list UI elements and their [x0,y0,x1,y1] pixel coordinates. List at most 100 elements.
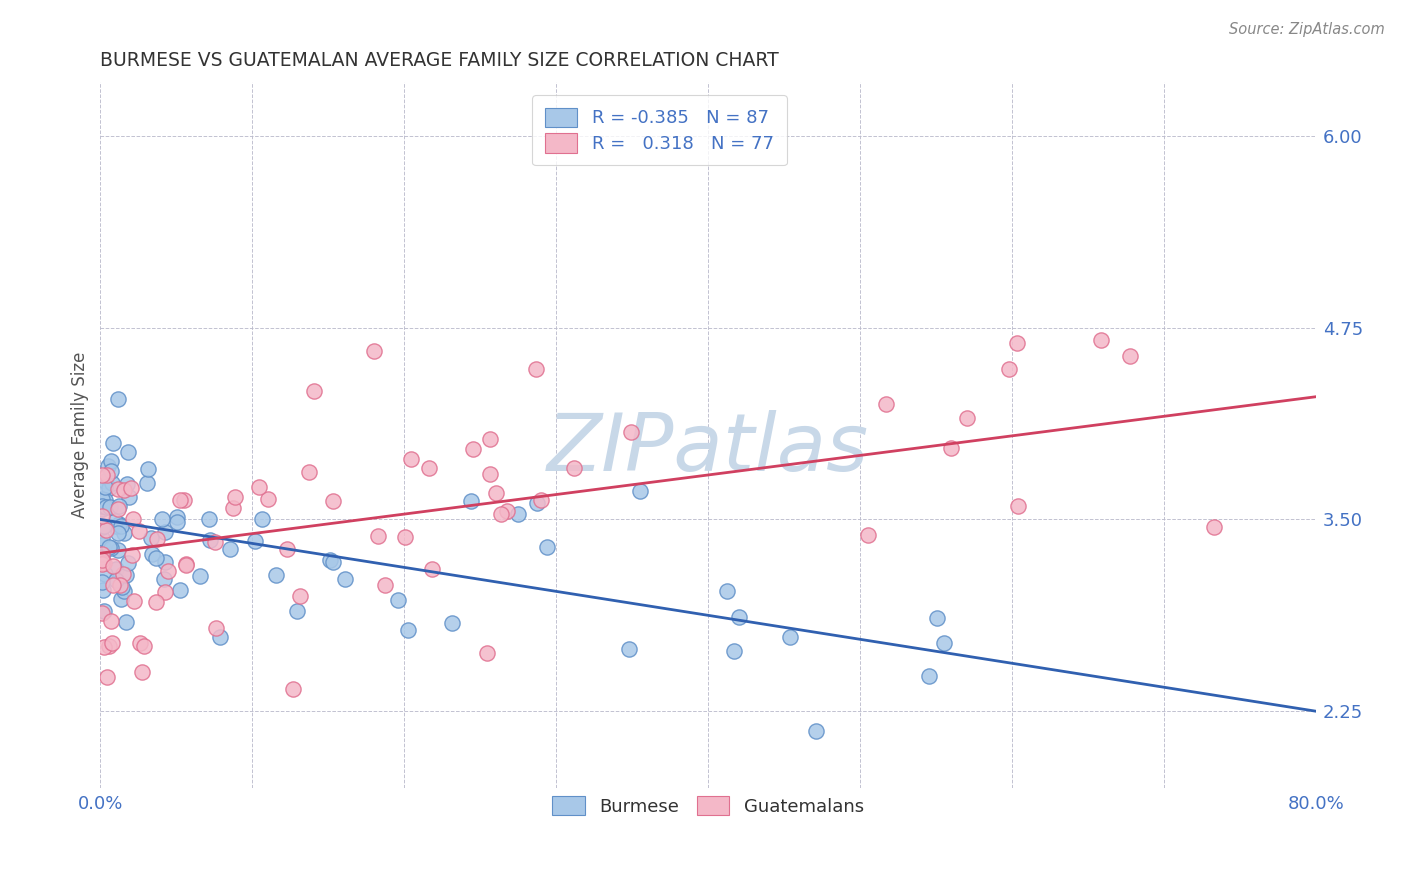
Point [363,344,385,359]
Point [91,552,114,566]
Point [103,435,125,450]
Point [530,492,553,507]
Point [145,595,167,609]
Point [90,538,112,552]
Point [875,397,897,411]
Y-axis label: Average Family Size: Average Family Size [72,352,89,518]
Point [100,541,122,555]
Point [90,558,112,572]
Point [209,630,232,644]
Point [97,640,120,654]
Point [131,665,153,680]
Point [153,524,176,539]
Point [166,510,188,524]
Point [93,556,115,570]
Point [396,623,419,637]
Point [779,630,801,644]
Point [956,410,979,425]
Point [100,464,122,478]
Point [112,525,135,540]
Point [129,636,152,650]
Point [104,573,127,587]
Point [93,604,115,618]
Point [96,523,118,537]
Point [536,540,558,554]
Point [1118,349,1140,363]
Point [420,562,443,576]
Point [508,507,530,521]
Point [727,610,749,624]
Point [222,500,245,515]
Point [90,546,112,560]
Point [463,442,485,456]
Point [101,476,124,491]
Point [108,578,131,592]
Point [153,573,176,587]
Point [298,465,321,479]
Point [256,492,278,507]
Point [108,516,131,531]
Point [243,533,266,548]
Point [128,524,150,538]
Point [374,578,396,592]
Point [619,641,641,656]
Point [204,534,226,549]
Point [107,501,129,516]
Point [145,550,167,565]
Point [1007,499,1029,513]
Point [98,500,121,514]
Point [122,594,145,608]
Point [96,468,118,483]
Point [252,512,274,526]
Point [169,582,191,597]
Point [630,484,652,499]
Point [135,475,157,490]
Point [333,572,356,586]
Point [153,585,176,599]
Point [716,584,738,599]
Point [101,559,124,574]
Point [276,542,298,557]
Point [90,491,112,506]
Point [322,494,344,508]
Point [288,589,311,603]
Point [997,362,1019,376]
Point [117,444,139,458]
Point [399,452,422,467]
Point [173,493,195,508]
Point [166,515,188,529]
Point [91,531,114,545]
Text: Source: ZipAtlas.com: Source: ZipAtlas.com [1229,22,1385,37]
Point [141,547,163,561]
Point [90,549,112,564]
Point [939,441,962,455]
Point [90,500,112,514]
Point [90,468,112,483]
Point [105,518,128,533]
Point [100,454,122,468]
Point [101,577,124,591]
Point [478,467,501,482]
Point [105,562,128,576]
Point [107,499,129,513]
Point [107,526,129,541]
Point [367,529,389,543]
Point [94,475,117,489]
Point [122,511,145,525]
Point [1090,334,1112,348]
Point [114,483,136,497]
Point [460,494,482,508]
Point [93,640,115,654]
Point [150,512,173,526]
Point [319,553,342,567]
Point [224,490,246,504]
Point [441,616,464,631]
Point [118,490,141,504]
Point [394,529,416,543]
Point [620,425,643,439]
Point [302,384,325,398]
Point [188,569,211,583]
Point [90,520,112,534]
Point [107,392,129,407]
Point [153,555,176,569]
